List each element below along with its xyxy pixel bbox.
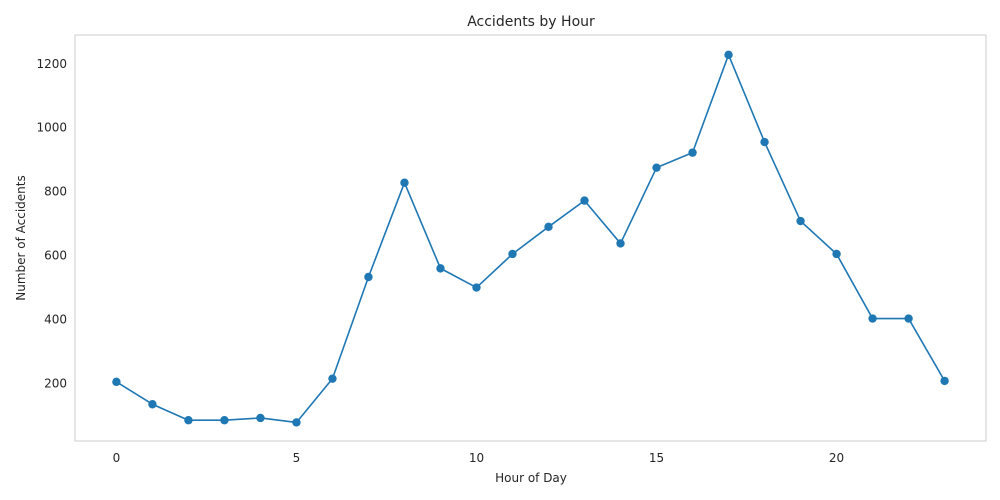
y-tick-label: 200: [44, 376, 67, 390]
y-tick-label: 600: [44, 249, 67, 263]
data-point: [868, 314, 877, 323]
y-tick-label: 1200: [36, 57, 67, 71]
y-tick-label: 1000: [36, 121, 67, 135]
data-point: [724, 50, 733, 60]
data-point: [472, 283, 481, 292]
data-point: [544, 222, 553, 232]
y-tick-label: 800: [44, 185, 67, 199]
data-point: [112, 377, 121, 387]
series-line: [115, 54, 946, 424]
data-point: [436, 264, 445, 273]
data-point: [832, 249, 841, 259]
data-point: [184, 416, 193, 425]
data-point: [256, 413, 265, 423]
data-point: [796, 216, 805, 226]
plot-area: [74, 34, 987, 442]
data-point: [616, 239, 625, 248]
data-point: [328, 374, 337, 383]
x-tick-label: 10: [469, 451, 484, 465]
y-tick-label: 400: [44, 313, 67, 327]
x-axis-label: Hour of Day: [495, 471, 567, 485]
data-point: [940, 376, 949, 386]
data-point: [904, 314, 913, 323]
data-point: [508, 249, 517, 259]
x-axis-ticks: 0 5 10 15 20: [113, 451, 845, 465]
data-point: [688, 148, 697, 157]
x-tick-label: 5: [293, 451, 301, 465]
x-tick-label: 20: [829, 451, 844, 465]
data-point: [220, 416, 229, 425]
chart-title: Accidents by Hour: [467, 14, 595, 30]
data-point: [580, 196, 589, 205]
x-tick-label: 15: [649, 451, 664, 465]
data-point: [760, 137, 769, 147]
data-point: [364, 272, 373, 282]
series-layer: [112, 50, 949, 427]
y-axis-ticks: 200 400 600 800 1000 1200: [36, 57, 67, 391]
y-axis-label: Number of Accidents: [14, 175, 28, 301]
data-point: [652, 163, 661, 172]
data-point: [148, 400, 157, 409]
data-point: [292, 418, 301, 427]
data-point: [400, 178, 409, 187]
x-tick-label: 0: [113, 451, 121, 465]
